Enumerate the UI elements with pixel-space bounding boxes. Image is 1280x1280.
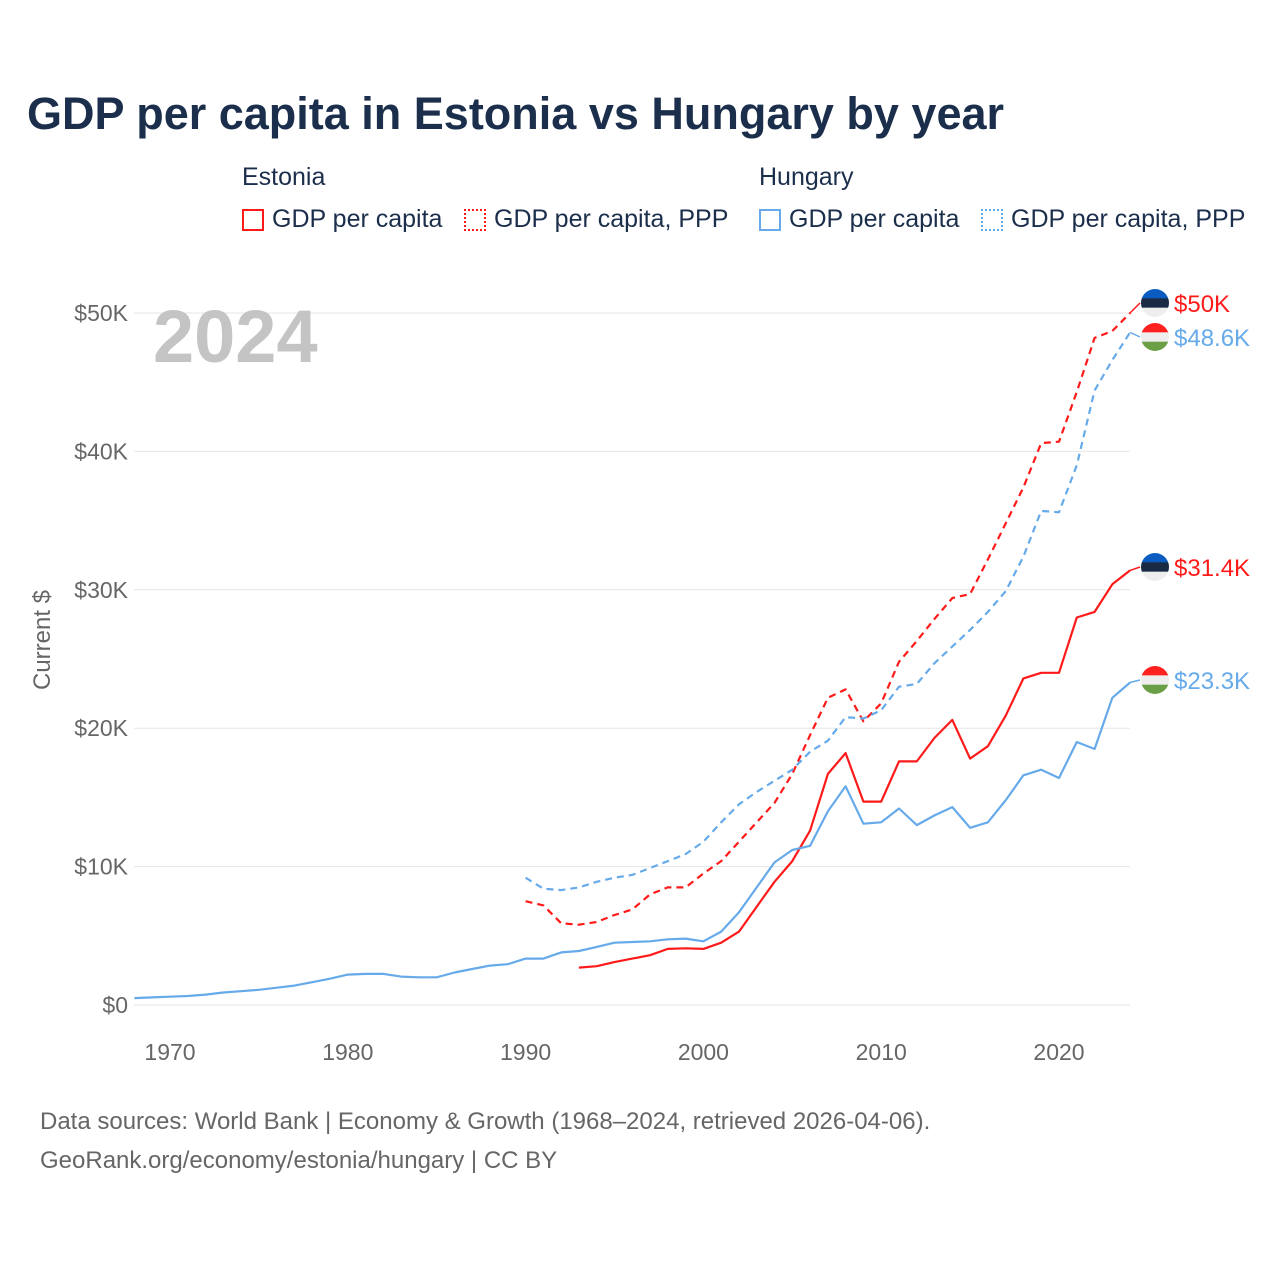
legend-estonia-gdp[interactable]: GDP per capita	[242, 205, 442, 234]
legend-swatch-solid-red	[242, 208, 264, 231]
legend-hungary-gdp[interactable]: GDP per capita	[759, 205, 959, 234]
estonia-flag-icon	[1141, 553, 1169, 563]
end-value-label: $50K	[1174, 291, 1230, 318]
legend-group-hungary: Hungary	[759, 163, 854, 191]
x-tick-label: 2010	[856, 1039, 907, 1065]
y-axis-label: Current $	[29, 590, 56, 690]
hungary-flag-icon	[1141, 666, 1169, 676]
legend-estonia-ppp[interactable]: GDP per capita, PPP	[464, 205, 728, 234]
hungary-flag-icon	[1141, 684, 1169, 694]
hungary-flag-icon	[1141, 675, 1169, 685]
end-connector	[1129, 566, 1141, 572]
chart-title: GDP per capita in Estonia vs Hungary by …	[27, 88, 1005, 139]
y-tick-label: $50K	[74, 300, 128, 326]
legend-swatch-dotted-blue	[981, 208, 1003, 231]
legend-label: GDP per capita	[272, 205, 443, 233]
y-tick-label: $40K	[74, 438, 128, 464]
y-tick-label: $20K	[74, 715, 128, 741]
hungary-flag-icon	[1141, 341, 1169, 351]
y-tick-label: $30K	[74, 577, 128, 603]
legend-label: GDP per capita, PPP	[494, 205, 729, 233]
estonia-flag-icon	[1141, 298, 1169, 308]
hungary-flag-icon	[1141, 332, 1169, 342]
legend-label: GDP per capita	[789, 205, 960, 233]
x-tick-label: 1970	[144, 1039, 195, 1065]
end-connector	[1129, 679, 1141, 684]
x-tick-label: 2020	[1033, 1039, 1084, 1065]
end-value-label: $31.4K	[1174, 555, 1250, 582]
series-line-estonia-gdp-per-capita	[578, 569, 1131, 969]
series-line-hungary-gdp-per-capita	[134, 681, 1131, 1000]
footer-sources: Data sources: World Bank | Economy & Gro…	[40, 1108, 931, 1135]
hungary-flag-icon	[1141, 323, 1169, 333]
x-tick-label: 2000	[678, 1039, 729, 1065]
y-tick-label: $0	[102, 992, 128, 1018]
end-connector	[1129, 331, 1141, 338]
end-value-label: $23.3K	[1174, 668, 1250, 695]
legend-hungary-ppp[interactable]: GDP per capita, PPP	[981, 205, 1245, 234]
legend-swatch-dotted-red	[464, 208, 486, 231]
legend-swatch-solid-blue	[759, 208, 781, 231]
legend-group-estonia: Estonia	[242, 163, 326, 191]
y-tick-label: $10K	[74, 854, 128, 880]
estonia-flag-icon	[1141, 562, 1169, 572]
x-tick-label: 1980	[322, 1039, 373, 1065]
year-watermark: 2024	[153, 295, 318, 378]
estonia-flag-icon	[1141, 571, 1169, 581]
x-tick-label: 1990	[500, 1039, 551, 1065]
end-connector	[1129, 302, 1141, 314]
footer-link[interactable]: GeoRank.org/economy/estonia/hungary | CC…	[40, 1147, 558, 1174]
series-line-estonia-gdp-per-capita-ppp	[525, 312, 1131, 926]
series-line-hungary-gdp-per-capita-ppp	[525, 331, 1132, 892]
estonia-flag-icon	[1141, 307, 1169, 317]
end-value-label: $48.6K	[1174, 325, 1250, 352]
legend-label: GDP per capita, PPP	[1011, 205, 1246, 233]
estonia-flag-icon	[1141, 289, 1169, 299]
